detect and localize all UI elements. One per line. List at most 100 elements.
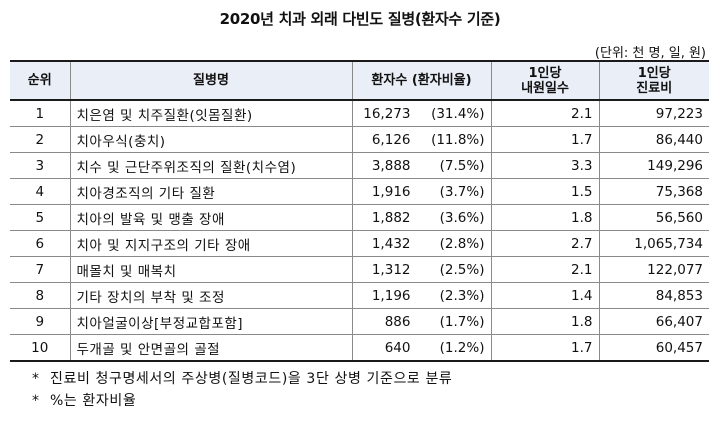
patient-count: 1,916 [371,183,411,200]
patient-share: (2.8%) [439,235,485,252]
table-row: 1 치은염 및 치주질환(잇몸질환) 16,273 (31.4%) 2.1 97,… [10,100,709,127]
footnote-marker: * [32,393,40,409]
patient-share: (1.7%) [439,313,485,330]
patients-cell: 1,196 (2.3%) [351,282,491,309]
visit-days-cell: 1.7 [490,126,599,153]
visit-days-cell: 1.8 [490,308,599,335]
visit-days-cell: 2.7 [490,230,599,257]
header-visit-days: 1인당 내원일수 [490,60,599,101]
patient-share: (3.6%) [439,209,485,226]
patient-count: 3,888 [371,157,411,174]
disease-cell: 치아경조직의 기타 질환 [69,178,352,205]
rank-cell: 8 [10,282,70,309]
footnote-marker: * [32,371,40,387]
patient-count: 6,126 [371,131,411,148]
header-disease: 질병명 [69,60,352,101]
cost-cell: 60,457 [598,334,709,362]
cost-cell: 149,296 [598,152,709,179]
patients-cell: 640 (1.2%) [351,334,491,362]
footnote: * %는 환자비율 [32,390,452,412]
footnote-text: 진료비 청구명세서의 주상병(질병코드)을 3단 상병 기준으로 분류 [50,371,453,387]
table-row: 5 치아의 발육 및 맹출 장애 1,882 (3.6%) 1.8 56,560 [10,204,709,231]
disease-cell: 치수 및 근단주위조직의 질환(치수염) [69,152,352,179]
patient-count: 16,273 [363,105,411,122]
header-visit-days-line1: 1인당 [528,65,562,81]
header-visit-days-line2: 내원일수 [521,80,569,96]
disease-cell: 두개골 및 안면골의 골절 [69,334,352,362]
cost-cell: 75,368 [598,178,709,205]
visit-days-cell: 2.1 [490,100,599,127]
cost-cell: 84,853 [598,282,709,309]
header-cost: 1인당 진료비 [598,60,709,101]
patient-share: (3.7%) [439,183,485,200]
rank-cell: 4 [10,178,70,205]
patient-count: 1,882 [371,209,411,226]
visit-days-cell: 3.3 [490,152,599,179]
patients-cell: 886 (1.7%) [351,308,491,335]
header-cost-line2: 진료비 [636,80,673,96]
table-row: 7 매몰치 및 매복치 1,312 (2.5%) 2.1 122,077 [10,256,709,283]
patient-count: 886 [384,313,411,330]
patient-share: (1.2%) [439,339,485,356]
patient-share: (31.4%) [431,105,485,122]
table-row: 8 기타 장치의 부착 및 조정 1,196 (2.3%) 1.4 84,853 [10,282,709,309]
rank-cell: 1 [10,100,70,127]
patients-cell: 6,126 (11.8%) [351,126,491,153]
rank-cell: 9 [10,308,70,335]
footnotes: * 진료비 청구명세서의 주상병(질병코드)을 3단 상병 기준으로 분류 * %는… [32,368,452,412]
patients-cell: 1,882 (3.6%) [351,204,491,231]
patient-share: (2.3%) [439,287,485,304]
patient-share: (11.8%) [431,131,485,148]
disease-cell: 매몰치 및 매복치 [69,256,352,283]
visit-days-cell: 1.4 [490,282,599,309]
patients-cell: 3,888 (7.5%) [351,152,491,179]
disease-cell: 치아 및 지지구조의 기타 장애 [69,230,352,257]
visit-days-cell: 1.8 [490,204,599,231]
table-row: 9 치아얼굴이상[부정교합포함] 886 (1.7%) 1.8 66,407 [10,308,709,335]
visit-days-cell: 2.1 [490,256,599,283]
patient-count: 1,432 [371,235,411,252]
header-rank: 순위 [10,60,70,101]
patient-count: 1,196 [371,287,411,304]
table-row: 10 두개골 및 안면골의 골절 640 (1.2%) 1.7 60,457 [10,334,709,362]
header-patients: 환자수 (환자비율) [351,60,491,101]
rank-cell: 5 [10,204,70,231]
table-row: 4 치아경조직의 기타 질환 1,916 (3.7%) 1.5 75,368 [10,178,709,205]
patients-cell: 1,312 (2.5%) [351,256,491,283]
patient-share: (7.5%) [439,157,485,174]
rank-cell: 3 [10,152,70,179]
header-cost-line1: 1인당 [637,65,671,81]
patients-cell: 1,916 (3.7%) [351,178,491,205]
table-row: 3 치수 및 근단주위조직의 질환(치수염) 3,888 (7.5%) 3.3 1… [10,152,709,179]
patient-share: (2.5%) [439,261,485,278]
visit-days-cell: 1.5 [490,178,599,205]
disease-table: 순위 질병명 환자수 (환자비율) 1인당 내원일수 1인당 진료비 1 치은염… [10,60,709,362]
rank-cell: 2 [10,126,70,153]
table-body: 1 치은염 및 치주질환(잇몸질환) 16,273 (31.4%) 2.1 97,… [10,100,709,362]
page-title: 2020년 치과 외래 다빈도 질병(환자수 기준) [219,10,501,28]
disease-cell: 치은염 및 치주질환(잇몸질환) [69,100,352,127]
rank-cell: 6 [10,230,70,257]
unit-caption: (단위: 천 명, 일, 원) [594,46,706,61]
cost-cell: 66,407 [598,308,709,335]
table-header: 순위 질병명 환자수 (환자비율) 1인당 내원일수 1인당 진료비 [10,60,709,101]
disease-cell: 기타 장치의 부착 및 조정 [69,282,352,309]
patient-count: 640 [384,339,411,356]
footnote-text: %는 환자비율 [50,393,137,409]
table-row: 6 치아 및 지지구조의 기타 장애 1,432 (2.8%) 2.7 1,065… [10,230,709,257]
cost-cell: 122,077 [598,256,709,283]
patients-cell: 16,273 (31.4%) [351,100,491,127]
table-row: 2 치아우식(충치) 6,126 (11.8%) 1.7 86,440 [10,126,709,153]
cost-cell: 56,560 [598,204,709,231]
patient-count: 1,312 [371,261,411,278]
cost-cell: 97,223 [598,100,709,127]
disease-cell: 치아의 발육 및 맹출 장애 [69,204,352,231]
disease-cell: 치아우식(충치) [69,126,352,153]
cost-cell: 1,065,734 [598,230,709,257]
header-row: 순위 질병명 환자수 (환자비율) 1인당 내원일수 1인당 진료비 [10,60,709,101]
visit-days-cell: 1.7 [490,334,599,362]
patients-cell: 1,432 (2.8%) [351,230,491,257]
rank-cell: 7 [10,256,70,283]
rank-cell: 10 [10,334,70,362]
